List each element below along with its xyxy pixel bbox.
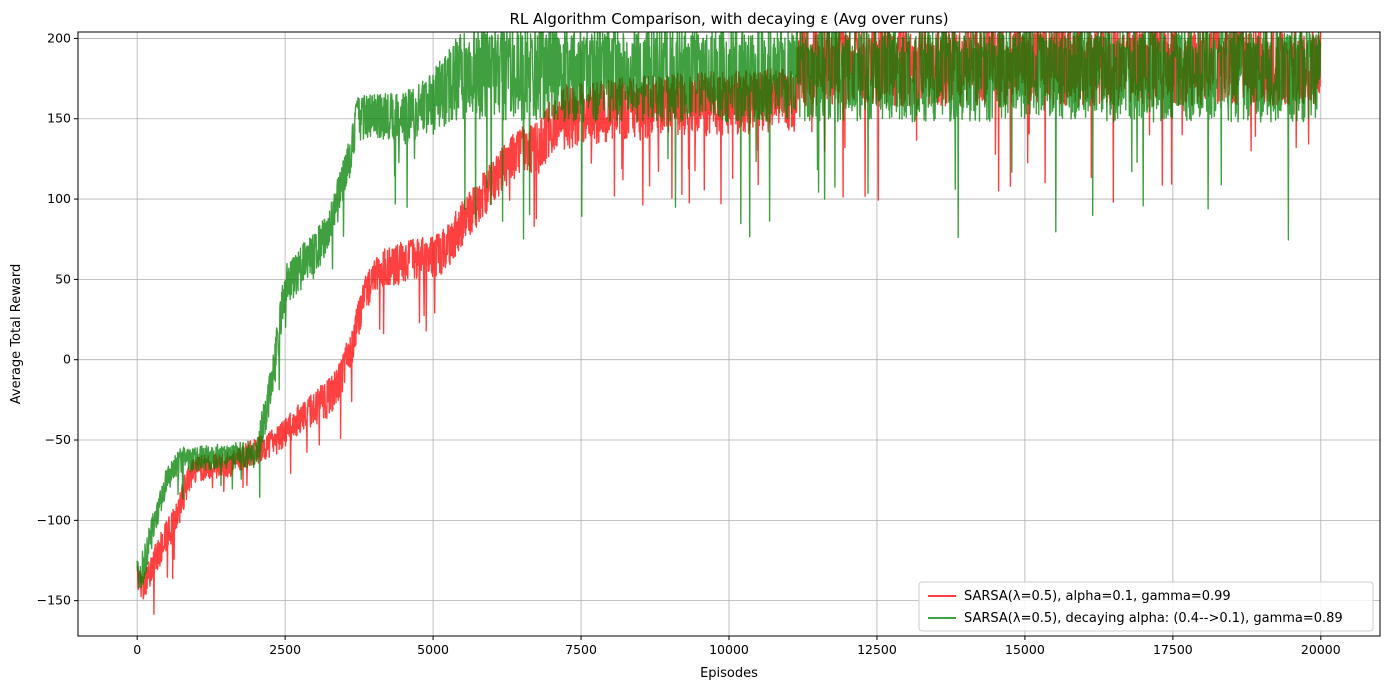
x-tick-label: 7500: [565, 642, 597, 657]
x-tick-label: 15000: [1005, 642, 1045, 657]
y-tick-label: 0: [63, 352, 71, 367]
x-tick-label: 2500: [269, 642, 301, 657]
series-sarsa-decaying-alpha: [136, 32, 1322, 589]
y-tick-label: 50: [55, 271, 71, 286]
x-tick-label: 10000: [709, 642, 749, 657]
x-tick-label: 5000: [417, 642, 449, 657]
y-tick-label: 200: [47, 30, 71, 45]
y-axis: −150 −100 −50 0 50 100 150 200: [37, 30, 78, 608]
y-tick-label: 150: [47, 111, 71, 126]
y-tick-label: −50: [45, 432, 71, 447]
legend-label-sarsa-fixed-alpha: SARSA(λ=0.5), alpha=0.1, gamma=0.99: [964, 589, 1231, 604]
x-tick-label: 17500: [1153, 642, 1193, 657]
legend: SARSA(λ=0.5), alpha=0.1, gamma=0.99 SARS…: [918, 581, 1374, 632]
y-tick-label: −100: [37, 512, 71, 527]
x-axis: 0 2500 5000 7500 10000 12500 15000 17500 20000: [133, 636, 1341, 657]
y-axis-label: Average Total Reward: [9, 264, 24, 404]
y-tick-label: 100: [47, 191, 71, 206]
x-axis-label: Episodes: [700, 666, 758, 681]
y-tick-label: −150: [37, 593, 71, 608]
x-tick-label: 20000: [1301, 642, 1341, 657]
chart-title: RL Algorithm Comparison, with decaying ε…: [509, 10, 948, 28]
series-layer: [136, 32, 1322, 615]
x-tick-label: 0: [133, 642, 141, 657]
legend-label-sarsa-decaying-alpha: SARSA(λ=0.5), decaying alpha: (0.4-->0.1…: [964, 611, 1343, 626]
x-tick-label: 12500: [857, 642, 897, 657]
legend-box: [918, 581, 1374, 632]
